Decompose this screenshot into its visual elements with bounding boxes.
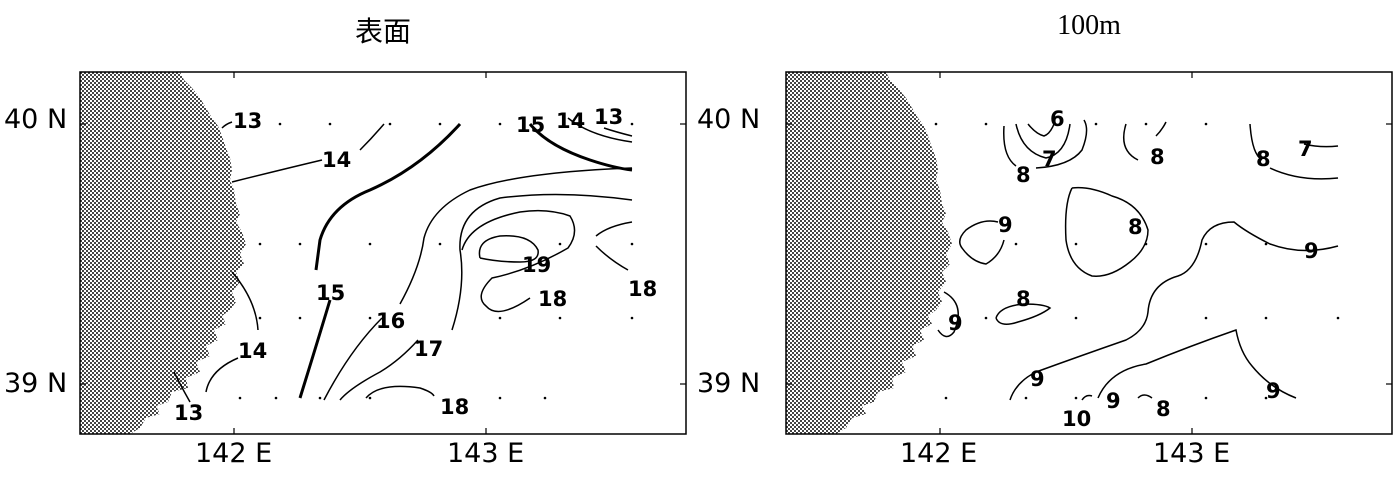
contour-label: 7 bbox=[1298, 137, 1313, 161]
contour-label: 8 bbox=[1016, 163, 1031, 187]
contour-lines bbox=[937, 119, 1339, 401]
contour-label: 13 bbox=[233, 109, 262, 133]
contour-label: 8 bbox=[1016, 287, 1031, 311]
contour-label: 19 bbox=[522, 253, 551, 277]
map-panel-100m: 6 7 8 8 8 7 9 8 9 8 9 9 10 9 8 9 bbox=[785, 71, 1393, 435]
contour-label: 17 bbox=[414, 337, 443, 361]
lat-label-40n-left: 40 N bbox=[4, 104, 68, 135]
panel-title-100m: 100m bbox=[1057, 10, 1121, 41]
lon-label-143e-left: 143 E bbox=[447, 438, 525, 469]
contour-label: 9 bbox=[948, 311, 963, 335]
contour-label: 18 bbox=[440, 395, 469, 419]
contour-label: 9 bbox=[1266, 379, 1281, 403]
coastline-land bbox=[786, 72, 952, 434]
contour-label: 8 bbox=[1256, 147, 1271, 171]
lon-label-142e-left: 142 E bbox=[195, 438, 273, 469]
contour-label: 9 bbox=[1106, 389, 1121, 413]
contour-label: 9 bbox=[1304, 239, 1319, 263]
contour-label: 15 bbox=[316, 281, 345, 305]
station-dots bbox=[934, 122, 1340, 400]
contour-label: 8 bbox=[1150, 145, 1165, 169]
contour-label: 8 bbox=[1156, 397, 1171, 421]
contour-label: 7 bbox=[1042, 147, 1057, 171]
station-dots bbox=[238, 122, 634, 400]
contour-label: 14 bbox=[322, 148, 351, 172]
contour-label: 18 bbox=[628, 277, 657, 301]
lon-label-143e-right: 143 E bbox=[1153, 438, 1231, 469]
contour-label: 10 bbox=[1062, 407, 1091, 431]
contour-labels-surface: 13 14 14 15 15 14 13 15 16 17 18 19 18 1… bbox=[174, 105, 657, 425]
lat-label-39n-left: 39 N bbox=[4, 368, 68, 399]
map-panel-surface: 13 14 14 15 15 14 13 15 16 17 18 19 18 1… bbox=[79, 71, 687, 435]
contour-label: 13 bbox=[174, 401, 203, 425]
contour-label: 9 bbox=[1030, 367, 1045, 391]
map-frame-surface bbox=[79, 71, 687, 435]
contour-labels-100m: 6 7 8 8 8 7 9 8 9 8 9 9 10 9 8 9 bbox=[948, 107, 1319, 431]
lat-label-39n-right: 39 N bbox=[697, 368, 761, 399]
contour-label: 14 bbox=[556, 109, 585, 133]
map-frame-100m bbox=[785, 71, 1393, 435]
lat-label-40n-right: 40 N bbox=[697, 104, 761, 135]
lon-label-142e-right: 142 E bbox=[900, 438, 978, 469]
coastline-land bbox=[80, 72, 246, 434]
contour-label: 8 bbox=[1128, 215, 1143, 239]
contour-label: 13 bbox=[594, 105, 623, 129]
contour-label: 18 bbox=[538, 287, 567, 311]
contour-label: 9 bbox=[998, 213, 1013, 237]
contour-label: 16 bbox=[376, 309, 405, 333]
panel-title-surface: 表面 bbox=[354, 15, 411, 48]
axis-ticks bbox=[786, 72, 1392, 434]
contour-label: 14 bbox=[238, 339, 267, 363]
contour-lines bbox=[173, 117, 633, 403]
contour-label: 15 bbox=[516, 113, 545, 137]
axis-ticks bbox=[80, 72, 686, 434]
contour-label: 6 bbox=[1050, 107, 1065, 131]
